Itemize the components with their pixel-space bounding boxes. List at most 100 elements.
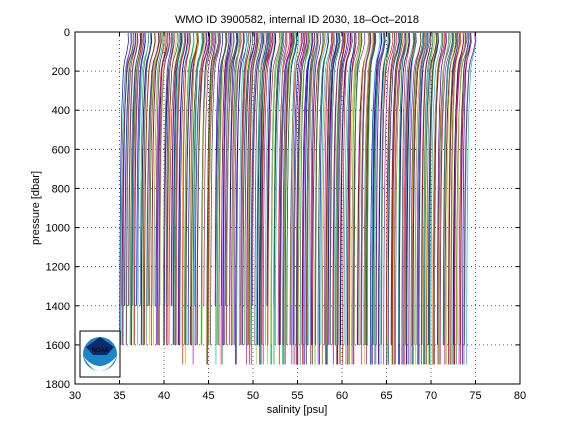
x-tick-label: 75	[469, 390, 481, 402]
salinity-profile	[175, 32, 187, 345]
salinity-profiles	[119, 32, 477, 365]
salinity-profile	[126, 32, 137, 345]
x-tick-label: 40	[158, 390, 170, 402]
x-axis-label: salinity [psu]	[267, 404, 328, 416]
salinity-profile	[446, 32, 456, 365]
salinity-profile	[398, 32, 410, 365]
salinity-profile	[310, 32, 319, 365]
salinity-profile	[454, 32, 465, 365]
logo-text: NOAA	[91, 348, 108, 354]
salinity-profile	[387, 32, 396, 365]
salinity-profile	[216, 32, 228, 345]
salinity-profile	[156, 32, 169, 345]
y-tick-label: 600	[52, 144, 70, 156]
salinity-profile	[337, 32, 350, 345]
salinity-profile	[232, 32, 241, 345]
salinity-profile	[163, 32, 173, 345]
salinity-profile	[260, 32, 269, 365]
plot-area: 30 35 40 45 50 55 60 65 70 75 80020040060080010001…	[46, 27, 527, 402]
salinity-profile	[295, 32, 308, 365]
salinity-profile	[250, 32, 263, 345]
salinity-profile	[153, 32, 166, 345]
x-tick-label: 55	[291, 390, 303, 402]
salinity-profile	[351, 32, 361, 365]
salinity-profile	[222, 32, 231, 345]
salinity-profile	[417, 32, 427, 365]
salinity-profile	[203, 32, 215, 306]
y-tick-label: 400	[52, 105, 70, 117]
salinity-profile	[140, 32, 153, 345]
salinity-profile	[235, 32, 248, 365]
chart-title: WMO ID 3900582, internal ID 2030, 18–Oct…	[175, 14, 419, 26]
salinity-profile	[383, 32, 395, 365]
y-tick-label: 1400	[46, 301, 70, 313]
salinity-profile	[394, 32, 409, 365]
salinity-profile	[364, 32, 374, 365]
y-tick-label: 800	[52, 183, 70, 195]
salinity-profile	[121, 32, 135, 345]
salinity-profile	[185, 32, 199, 345]
y-axis-label: pressure [dbar]	[30, 171, 42, 245]
salinity-profile	[168, 32, 183, 345]
salinity-profile	[374, 32, 385, 365]
salinity-profile	[353, 32, 362, 345]
salinity-profile	[259, 32, 271, 365]
salinity-profile	[146, 32, 160, 306]
salinity-profile	[261, 32, 272, 345]
salinity-profile	[466, 32, 477, 365]
salinity-profile	[168, 32, 177, 306]
salinity-profile	[166, 32, 175, 345]
salinity-profile	[408, 32, 422, 365]
salinity-profile	[210, 32, 221, 345]
salinity-profile	[225, 32, 234, 306]
salinity-profile	[181, 32, 191, 345]
salinity-profile	[326, 32, 340, 345]
salinity-profile	[451, 32, 461, 365]
salinity-profile	[380, 32, 389, 365]
salinity-profile	[282, 32, 292, 345]
salinity-profile	[423, 32, 434, 365]
salinity-profile	[226, 32, 240, 345]
salinity-profile	[460, 32, 472, 365]
salinity-profile	[262, 32, 274, 365]
salinity-profile	[233, 32, 244, 345]
salinity-profile	[342, 32, 351, 365]
salinity-profile	[372, 32, 382, 345]
salinity-profile	[455, 32, 469, 365]
salinity-profile	[165, 32, 174, 306]
salinity-profile	[256, 32, 269, 345]
salinity-profile	[196, 32, 210, 345]
salinity-profile	[173, 32, 182, 345]
salinity-profile	[128, 32, 139, 306]
salinity-profile	[333, 32, 344, 365]
salinity-profile	[244, 32, 253, 345]
salinity-profile	[463, 32, 476, 365]
salinity-profile	[273, 32, 283, 365]
salinity-profile	[242, 32, 256, 345]
salinity-profile	[189, 32, 198, 345]
salinity-profile	[232, 32, 241, 345]
salinity-profile	[267, 32, 276, 306]
salinity-profile	[412, 32, 426, 345]
salinity-profile	[174, 32, 186, 345]
salinity-profile	[361, 32, 372, 365]
salinity-profile	[347, 32, 355, 345]
salinity-profile	[208, 32, 217, 345]
salinity-profile	[240, 32, 251, 345]
salinity-profile	[358, 32, 370, 345]
salinity-profile	[420, 32, 432, 365]
salinity-profile	[437, 32, 447, 345]
salinity-profile	[284, 32, 294, 365]
salinity-profile	[155, 32, 165, 306]
salinity-profile	[360, 32, 371, 345]
salinity-profile	[137, 32, 150, 345]
salinity-profile	[371, 32, 381, 365]
salinity-profile	[439, 32, 453, 365]
y-tick-label: 1000	[46, 223, 70, 235]
salinity-profile	[207, 32, 220, 365]
salinity-profile	[194, 32, 203, 306]
salinity-profile	[410, 32, 422, 365]
salinity-profile	[327, 32, 340, 345]
y-tick-label: 1800	[46, 379, 70, 391]
